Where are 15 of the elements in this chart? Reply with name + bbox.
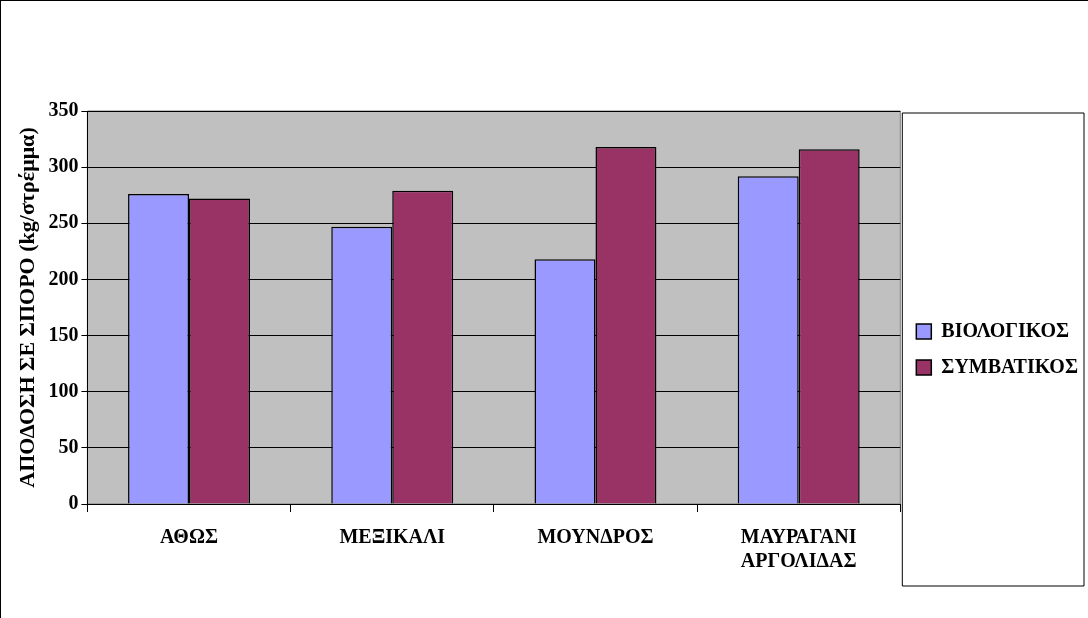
- x-tick-label: ΜΕΞΙΚΑΛΙ: [339, 525, 446, 548]
- y-axis-title: ΑΠΟΔΟΣΗ ΣΕ ΣΠΟΡΟ (kg/στρέμμα): [13, 127, 39, 488]
- y-tick-label: 100: [48, 378, 79, 401]
- y-tick-label: 200: [48, 266, 79, 289]
- x-tick-label: ΑΘΩΣ: [160, 525, 218, 548]
- y-tick-label: 300: [48, 154, 79, 177]
- legend-label: ΒΙΟΛΟΓΙΚΟΣ: [941, 318, 1070, 341]
- y-tick-label: 150: [48, 322, 79, 345]
- y-tick-label: 50: [58, 435, 79, 458]
- x-tick-label: ΜΑΥΡΑΓΑΝΙ ΑΡΓΟΛΙΔΑΣ: [740, 525, 857, 572]
- x-tick-label: ΜΟΥΝΔΡΟΣ: [537, 525, 654, 548]
- legend-label: ΣΥΜΒΑΤΙΚΟΣ: [941, 354, 1079, 377]
- y-tick-label: 250: [48, 210, 79, 233]
- y-tick-label: 0: [68, 491, 79, 514]
- y-tick-label: 350: [48, 98, 79, 121]
